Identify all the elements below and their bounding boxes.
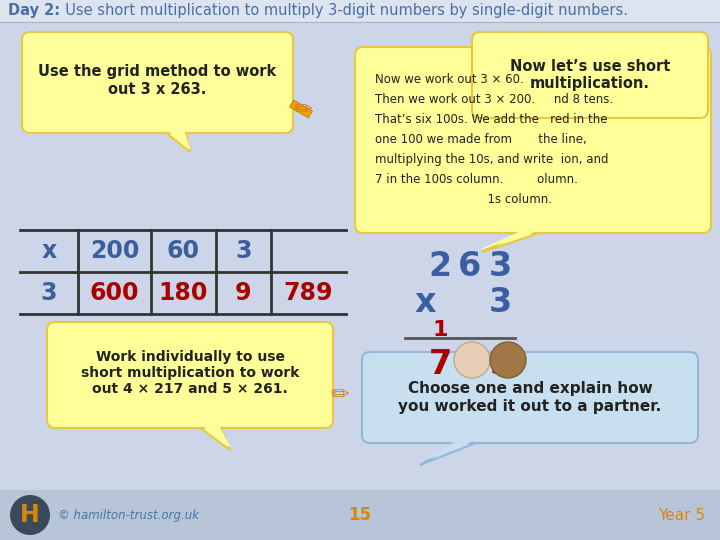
Text: 3: 3 — [488, 286, 512, 319]
FancyBboxPatch shape — [362, 352, 698, 443]
Polygon shape — [189, 420, 230, 450]
Text: 1s column.: 1s column. — [375, 193, 552, 206]
Text: Then we work out 3 × 200.     nd 8 tens.: Then we work out 3 × 200. nd 8 tens. — [375, 93, 613, 106]
Text: 3: 3 — [235, 239, 252, 263]
FancyBboxPatch shape — [355, 47, 711, 233]
Text: 2: 2 — [428, 250, 451, 283]
Text: H: H — [20, 503, 40, 527]
Text: 1: 1 — [432, 320, 448, 340]
Text: 3: 3 — [41, 281, 58, 305]
Text: 200: 200 — [90, 239, 139, 263]
Text: multiplying the 10s, and write  ion, and: multiplying the 10s, and write ion, and — [375, 153, 608, 166]
Text: © hamilton-trust.org.uk: © hamilton-trust.org.uk — [58, 509, 199, 522]
Polygon shape — [482, 223, 561, 249]
Polygon shape — [482, 225, 564, 252]
Text: 7 in the 100s column.         olumn.: 7 in the 100s column. olumn. — [375, 173, 578, 186]
Polygon shape — [420, 433, 493, 462]
Text: 60: 60 — [167, 239, 200, 263]
Text: 7: 7 — [428, 348, 451, 381]
Text: 8: 8 — [459, 348, 482, 381]
Text: 6: 6 — [459, 250, 482, 283]
Bar — [0, 490, 720, 540]
Text: x: x — [414, 286, 436, 319]
Polygon shape — [156, 125, 190, 152]
Text: x: x — [41, 239, 57, 263]
Text: Choose one and explain how
you worked it out to a partner.: Choose one and explain how you worked it… — [398, 381, 662, 414]
Text: 9: 9 — [488, 348, 512, 381]
Bar — [289, 100, 312, 118]
Text: 600: 600 — [90, 281, 139, 305]
Text: 9: 9 — [235, 281, 252, 305]
Text: ✏: ✏ — [330, 385, 349, 405]
Text: That’s six 100s. We add the   red in the: That’s six 100s. We add the red in the — [375, 113, 608, 126]
Text: 789: 789 — [284, 281, 333, 305]
FancyBboxPatch shape — [22, 32, 293, 133]
Circle shape — [490, 342, 526, 378]
Circle shape — [454, 342, 490, 378]
Text: Use the grid method to work
out 3 x 263.: Use the grid method to work out 3 x 263. — [38, 64, 276, 97]
Text: Now let’s use short
multiplication.: Now let’s use short multiplication. — [510, 59, 670, 91]
Text: Now we work out 3 × 60.: Now we work out 3 × 60. — [375, 73, 523, 86]
Text: 3: 3 — [488, 250, 512, 283]
Text: Work individually to use
short multiplication to work
out 4 × 217 and 5 × 261.: Work individually to use short multiplic… — [81, 350, 300, 396]
Text: ✏: ✏ — [294, 100, 312, 120]
FancyBboxPatch shape — [472, 32, 708, 118]
Text: Year 5: Year 5 — [658, 508, 705, 523]
Text: Day 2:: Day 2: — [8, 3, 60, 18]
Text: Use short multiplication to multiply 3-digit numbers by single-digit numbers.: Use short multiplication to multiply 3-d… — [56, 3, 628, 18]
Circle shape — [10, 495, 50, 535]
Polygon shape — [159, 123, 190, 149]
Text: 15: 15 — [348, 506, 372, 524]
Bar — [0, 0, 720, 22]
Polygon shape — [420, 435, 496, 465]
Polygon shape — [192, 418, 230, 447]
Text: one 100 we made from       the line,: one 100 we made from the line, — [375, 133, 587, 146]
Text: 180: 180 — [159, 281, 208, 305]
FancyBboxPatch shape — [47, 322, 333, 428]
